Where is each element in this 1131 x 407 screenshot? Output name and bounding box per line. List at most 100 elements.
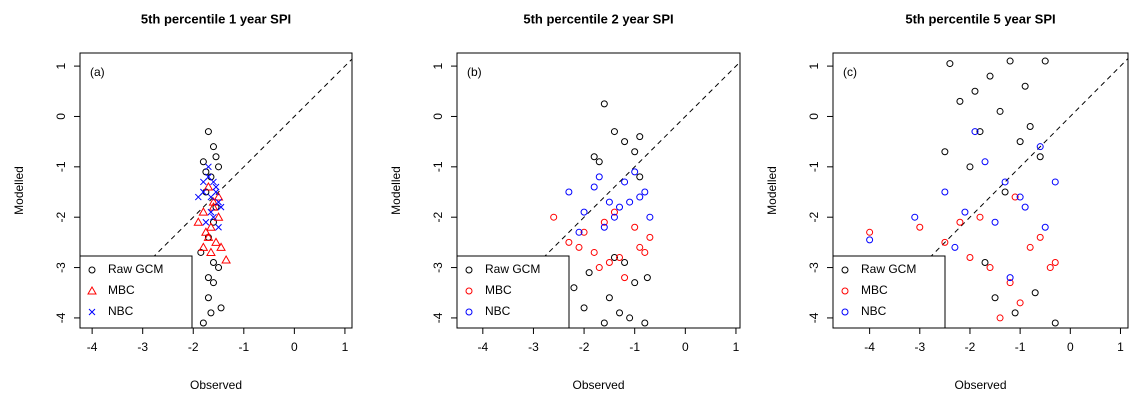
x-tick-label: -4 <box>864 340 875 354</box>
y-tick-label: 1 <box>807 62 821 69</box>
panel: 5th percentile 2 year SPI Observed Modelle… <box>389 11 741 392</box>
y-tick-label: -3 <box>807 262 821 273</box>
point <box>580 304 588 312</box>
chart-title: 5th percentile 2 year SPI <box>523 11 673 26</box>
y-tick-label: -4 <box>431 312 445 323</box>
y-tick-label: 0 <box>431 113 445 120</box>
point <box>205 173 212 181</box>
point <box>595 158 603 166</box>
legend-marker <box>841 287 849 295</box>
point <box>1016 193 1024 201</box>
legend-marker <box>87 285 97 295</box>
point <box>646 233 654 241</box>
point <box>626 314 634 322</box>
legend-marker <box>465 266 473 274</box>
point <box>600 223 608 231</box>
legend-label: Raw GCM <box>485 262 540 276</box>
point <box>636 173 644 181</box>
y-tick-label: -3 <box>54 262 68 273</box>
point <box>986 72 994 80</box>
annotation: (a) <box>90 65 105 79</box>
y-axis-label: Modelled <box>12 166 26 215</box>
point <box>610 208 618 216</box>
point <box>991 294 999 302</box>
point <box>209 218 217 226</box>
point <box>202 218 210 226</box>
point <box>1041 223 1049 231</box>
point <box>941 188 949 196</box>
point <box>199 319 207 327</box>
point <box>1036 153 1044 161</box>
point <box>626 198 634 206</box>
x-tick-label: 0 <box>682 340 689 354</box>
plot-frame <box>79 52 353 329</box>
point <box>605 294 613 302</box>
point <box>1036 143 1044 151</box>
point <box>605 259 613 267</box>
point <box>956 218 964 226</box>
x-tick-label: -2 <box>579 340 590 354</box>
point <box>198 242 209 251</box>
point <box>1011 193 1019 201</box>
point <box>575 243 583 251</box>
y-tick-label: 1 <box>54 62 68 69</box>
point <box>636 243 644 251</box>
x-tick-label: -4 <box>87 340 98 354</box>
point <box>213 192 224 201</box>
point <box>200 188 207 196</box>
point <box>631 168 639 176</box>
point <box>212 183 220 191</box>
y-axis-label: Modelled <box>389 166 403 215</box>
y-tick-label: -4 <box>54 312 68 323</box>
legend-box <box>832 255 946 329</box>
point <box>636 193 644 201</box>
point <box>991 218 999 226</box>
point <box>621 178 629 186</box>
chart-title: 5th percentile 1 year SPI <box>141 11 291 26</box>
point <box>198 207 209 216</box>
point <box>1006 274 1014 282</box>
point <box>1016 138 1024 146</box>
point <box>206 222 216 231</box>
point <box>570 284 578 292</box>
point <box>981 158 989 166</box>
point <box>585 269 593 277</box>
x-axis-label: Observed <box>954 378 1006 392</box>
point <box>595 264 603 272</box>
point <box>204 128 212 136</box>
point <box>600 100 608 108</box>
x-tick-label: -3 <box>137 340 148 354</box>
point <box>641 319 649 327</box>
point <box>213 212 224 221</box>
point <box>643 274 651 282</box>
point <box>209 143 217 151</box>
annotation: (b) <box>467 65 482 79</box>
point <box>1041 57 1049 65</box>
point <box>211 237 221 246</box>
point <box>209 259 217 267</box>
point <box>221 254 231 264</box>
point <box>204 294 212 302</box>
point <box>215 264 223 272</box>
point <box>981 259 989 267</box>
point <box>1051 319 1059 327</box>
point <box>616 203 624 211</box>
legend-marker <box>841 266 849 274</box>
x-tick-label: 1 <box>733 340 740 354</box>
x-tick-label: -4 <box>477 340 488 354</box>
point <box>215 223 222 231</box>
y-tick-label: 0 <box>807 113 821 120</box>
y-tick-label: 0 <box>54 113 68 120</box>
point <box>631 148 639 156</box>
legend-marker <box>841 308 849 316</box>
point <box>621 274 629 282</box>
legend-label: Raw GCM <box>108 262 163 276</box>
x-axis-label: Observed <box>190 378 242 392</box>
y-tick-label: -4 <box>807 312 821 323</box>
point <box>206 247 216 256</box>
point <box>1046 264 1054 272</box>
point <box>621 138 629 146</box>
x-tick-label: -3 <box>528 340 539 354</box>
point <box>996 314 1004 322</box>
y-tick-label: -2 <box>54 212 68 223</box>
